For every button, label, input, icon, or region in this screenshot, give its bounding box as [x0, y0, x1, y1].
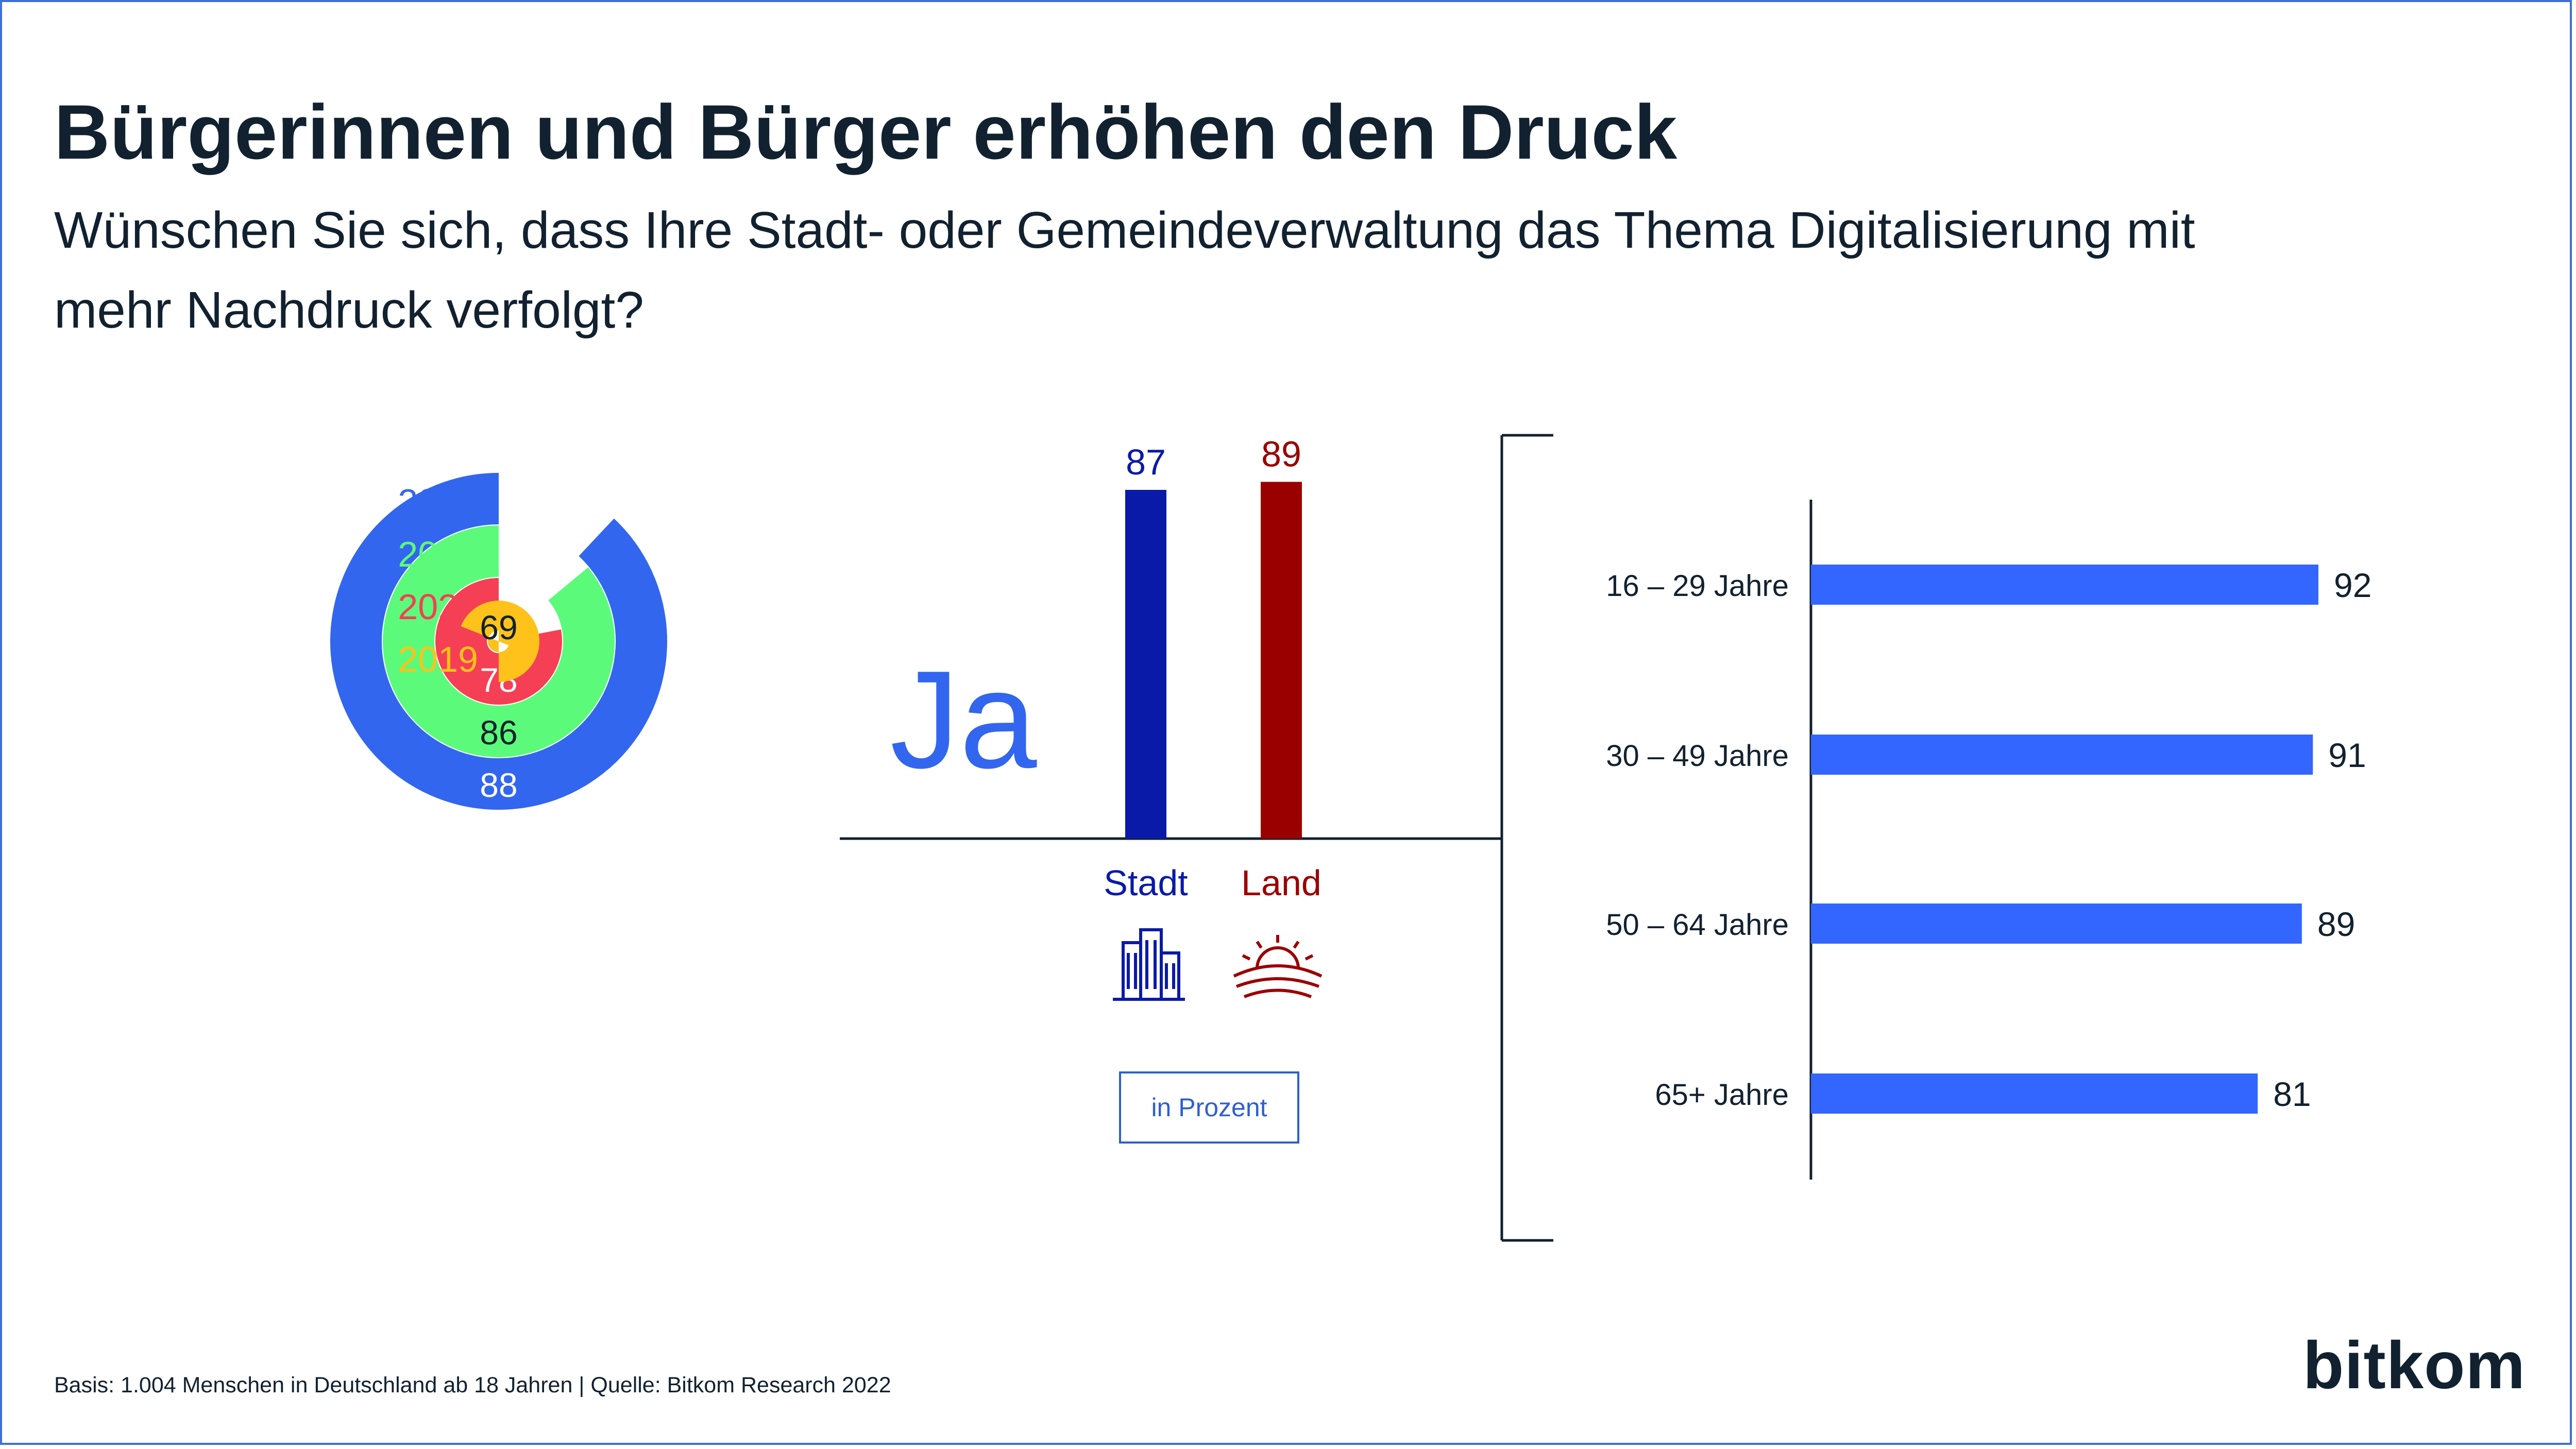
countryside-sunset-icon	[1233, 935, 1323, 998]
age-bar	[1811, 735, 2313, 775]
age-bar-value: 92	[2334, 566, 2371, 604]
radial-value-label-2019: 69	[480, 608, 517, 646]
radial-year-label-2019: 2019	[398, 639, 478, 679]
age-bar-chart: 16 – 29 Jahre 92 30 – 49 Jahre 91 50 – 64 Ja…	[1606, 565, 2371, 1114]
bar-land	[1261, 482, 1302, 839]
unit-label: in Prozent	[1119, 1071, 1299, 1144]
bar-category-stadt: Stadt	[1104, 863, 1188, 903]
bar-stadt	[1125, 490, 1166, 839]
radial-year-label-2022: 2022	[398, 482, 478, 522]
radial-value-label-2022: 88	[480, 766, 517, 804]
footnote: Basis: 1.004 Menschen in Deutschland ab …	[54, 1373, 891, 1397]
age-bar-value: 91	[2328, 736, 2366, 774]
page-title: Bürgerinnen und Bürger erhöhen den Druck	[54, 89, 1677, 175]
age-bar	[1811, 565, 2318, 605]
age-bar-value: 89	[2317, 905, 2355, 943]
age-bar-category: 16 – 29 Jahre	[1606, 569, 1789, 603]
location-bar-chart: 87 Stadt 89 Land	[1104, 434, 1321, 903]
age-bar-category: 50 – 64 Jahre	[1606, 908, 1789, 942]
bar-value-stadt: 87	[1126, 442, 1166, 482]
age-bar-category: 65+ Jahre	[1655, 1078, 1789, 1112]
page-subtitle: Wünschen Sie sich, dass Ihre Stadt- oder…	[54, 201, 2195, 339]
age-bar	[1811, 1073, 2258, 1114]
bitkom-logo: bitkom	[2303, 1327, 2526, 1403]
answer-label: Ja	[890, 642, 1038, 797]
city-buildings-icon	[1113, 928, 1185, 1001]
age-bar-value: 81	[2273, 1075, 2311, 1113]
bar-category-land: Land	[1241, 863, 1321, 903]
radial-arc-2021	[383, 525, 615, 757]
age-bar-category: 30 – 49 Jahre	[1606, 739, 1789, 773]
bar-value-land: 89	[1261, 434, 1301, 474]
radial-arc-2022	[330, 473, 667, 810]
age-bar	[1811, 904, 2302, 944]
radial-value-label-2021: 86	[480, 713, 517, 752]
radial-year-label-2021: 2021	[398, 534, 478, 574]
radial-arc-2019	[461, 601, 539, 682]
